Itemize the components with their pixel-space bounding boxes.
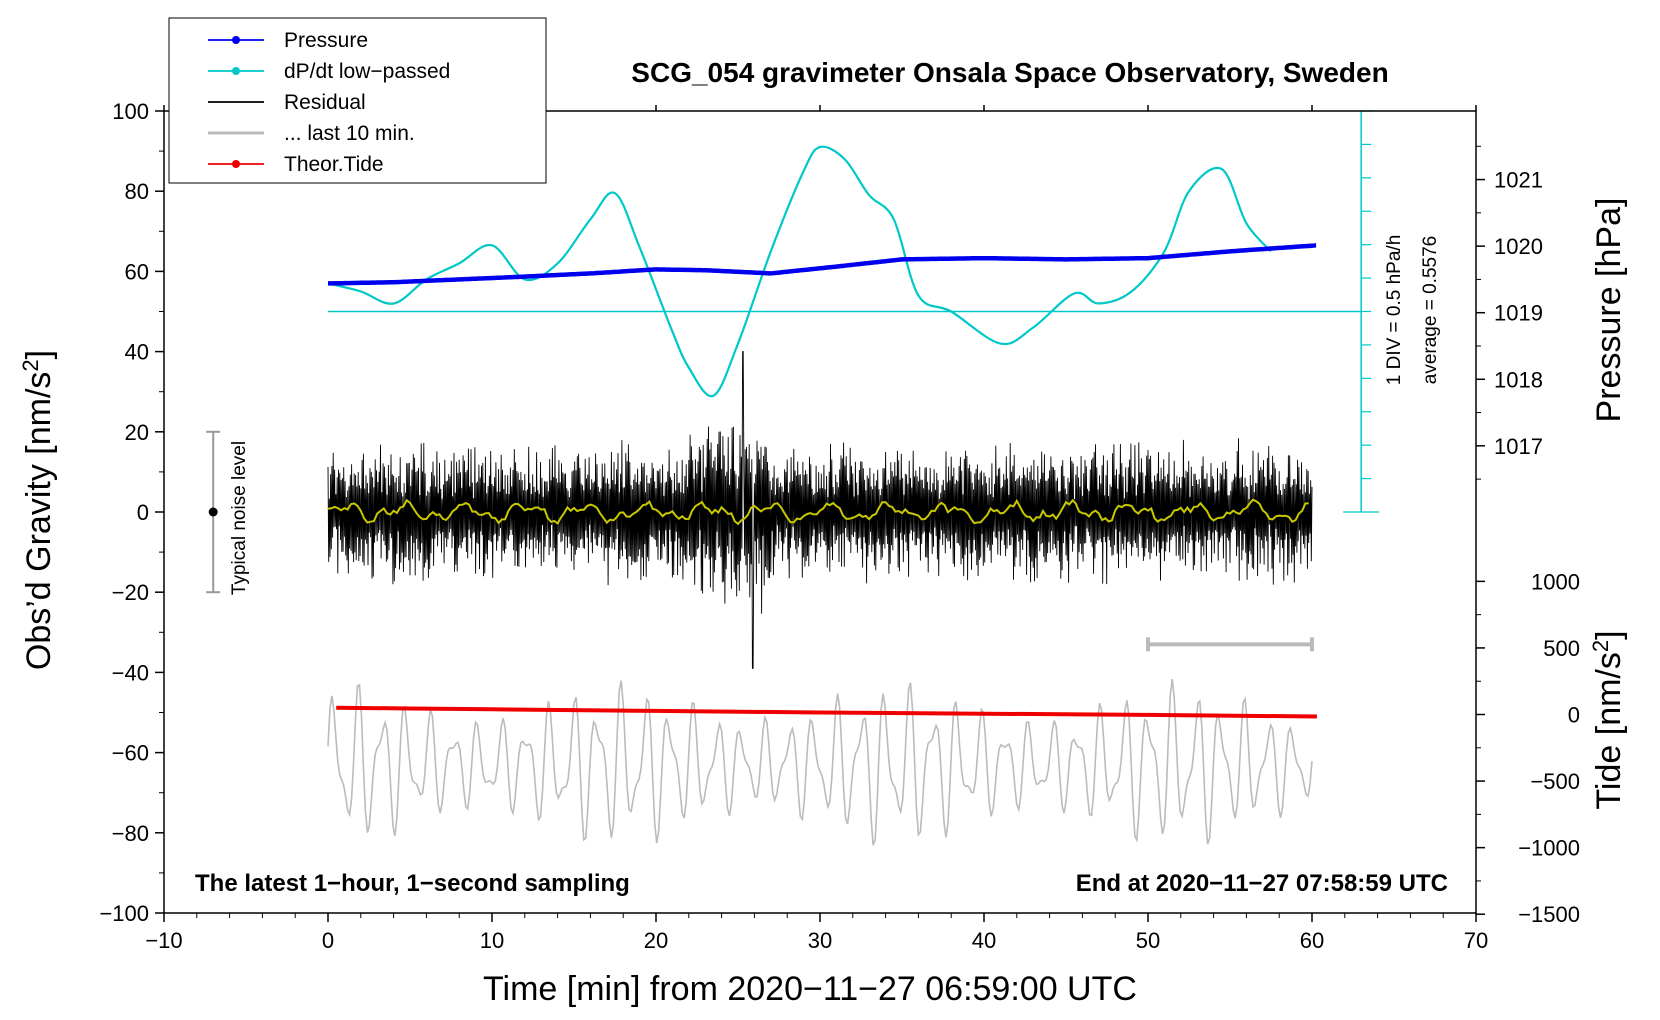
x-tick-label: 50: [1136, 928, 1160, 953]
annotations-group: [206, 430, 1314, 652]
x-tick-label: −10: [145, 928, 182, 953]
y-tick-label: 20: [125, 420, 149, 445]
pressure-tick-label: 1017: [1494, 434, 1543, 459]
y-tick-label: −80: [112, 821, 149, 846]
residual-trace: [327, 351, 1313, 669]
tide-trace: [336, 705, 1317, 719]
legend-marker: [232, 67, 240, 75]
x-tick-label: 10: [480, 928, 504, 953]
y-axis-title-sup: 2: [18, 359, 43, 371]
tide-tick-label: 0: [1568, 703, 1580, 728]
x-tick-label: 30: [808, 928, 832, 953]
chart-title: SCG_054 gravimeter Onsala Space Observat…: [631, 57, 1388, 88]
y-axis-title: Obs’d Gravity [nm/s2]: [18, 350, 58, 670]
tide-axis-title-text: Tide [nm/s: [1590, 652, 1628, 809]
y-tick-label: 60: [125, 259, 149, 284]
x-tick-label: 70: [1464, 928, 1488, 953]
y-tick-label: 0: [137, 500, 149, 525]
dpdt-scale-label: 1 DIV = 0.5 hPa/h: [1384, 235, 1405, 386]
y-tick-label: 80: [125, 179, 149, 204]
legend: Pressure dP/dt low−passed Residual ... last…: [168, 17, 547, 184]
noise-level-label: Typical noise level: [229, 441, 250, 595]
y-tick-label: −20: [112, 580, 149, 605]
last-10-min-trace: [327, 679, 1313, 846]
legend-label: Pressure: [284, 29, 368, 52]
pressure-tick-label: 1021: [1494, 168, 1543, 193]
sampling-note: The latest 1−hour, 1−second sampling: [195, 870, 630, 897]
y-tick-label: −60: [112, 741, 149, 766]
dpdt-trace: [327, 145, 1272, 398]
pressure-trace: [328, 243, 1317, 286]
y-tick-label: −100: [99, 901, 149, 926]
y-tick-label: −40: [112, 660, 149, 685]
axes-group: −10 0 10 20 30 40 50 60 70−100−80−60−40−20020406…: [99, 99, 1580, 953]
legend-marker: [232, 36, 240, 44]
tide-tick-label: 1000: [1531, 569, 1580, 594]
x-tick-label: 0: [322, 928, 334, 953]
x-axis-title: Time [min] from 2020−11−27 06:59:00 UTC: [483, 970, 1137, 1008]
residual-lowpass-trace: [327, 498, 1309, 526]
noise-bar-center-dot: [208, 507, 218, 517]
pressure-tick-label: 1020: [1494, 234, 1543, 259]
tide-axis-title-close: ]: [1590, 630, 1628, 639]
legend-marker: [232, 160, 240, 168]
legend-label: ... last 10 min.: [284, 122, 415, 145]
x-tick-label: 60: [1300, 928, 1324, 953]
tide-tick-label: 500: [1543, 636, 1580, 661]
y-axis-title-close: ]: [20, 350, 58, 359]
tide-tick-label: −500: [1530, 769, 1580, 794]
y-tick-label: 100: [112, 99, 149, 124]
dpdt-average-label: average = 0.5576: [1420, 236, 1441, 384]
y-tick-label: 40: [125, 340, 149, 365]
end-time-note: End at 2020−11−27 07:58:59 UTC: [1076, 870, 1448, 897]
pressure-axis-title: Pressure [hPa]: [1590, 198, 1628, 423]
legend-label: dP/dt low−passed: [284, 60, 450, 83]
legend-box: [168, 17, 547, 184]
tide-axis-title: Tide [nm/s2]: [1588, 630, 1628, 809]
pressure-tick-label: 1018: [1494, 367, 1543, 392]
legend-label: Residual: [284, 91, 366, 114]
tide-tick-label: −1500: [1518, 902, 1580, 927]
tide-axis-title-sup: 2: [1588, 640, 1613, 652]
pressure-tick-label: 1019: [1494, 301, 1543, 326]
series-group: [327, 110, 1380, 846]
y-axis-title-text: Obs’d Gravity [nm/s: [20, 372, 58, 671]
tide-tick-label: −1000: [1518, 836, 1580, 861]
x-tick-label: 40: [972, 928, 996, 953]
legend-label: Theor.Tide: [284, 153, 384, 176]
x-tick-label: 20: [644, 928, 668, 953]
